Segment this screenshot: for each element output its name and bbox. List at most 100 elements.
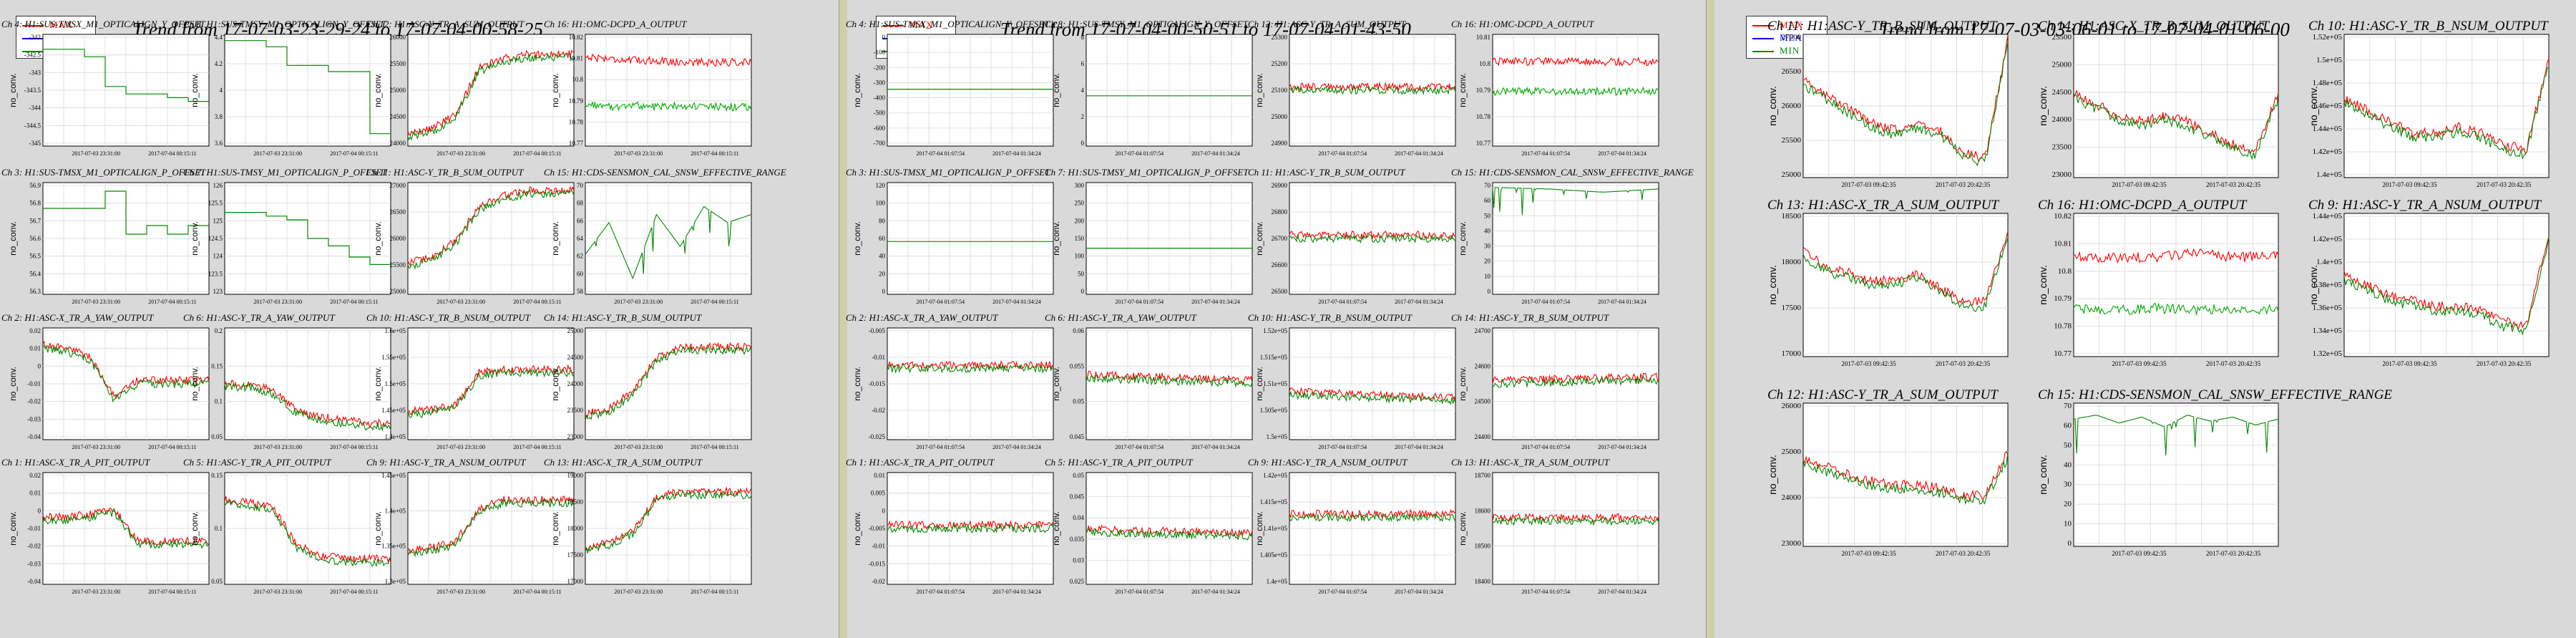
y-tick-label: 1.44e+05 (2313, 125, 2343, 133)
y-tick-label: -342.5 (24, 52, 42, 59)
y-tick-label: 25000 (390, 87, 406, 94)
series-line (1802, 41, 2009, 167)
series-line (43, 190, 209, 235)
series-max-line (224, 496, 391, 564)
series-line (2073, 248, 2279, 264)
x-tick-label: 2017-07-04 01:07:54 (1115, 299, 1163, 305)
chart-title: Ch 3: H1:SUS-TMSX_M1_OPTICALIGN_P_OFFSET (846, 167, 1050, 178)
chart-svg: 10.81 10.8 10.79 10.78 10.77 2017-07-04 01:07… (1458, 34, 1659, 157)
y-axis-label: no_conv. (373, 511, 383, 546)
y-tick-label: -0.02 (27, 543, 41, 550)
trend-chart: Ch 12: H1:ASC-Y_TR_A_SUM_OUTPUT 26000 2500… (1767, 387, 2015, 574)
y-tick-label: 1.36e+05 (2313, 304, 2343, 312)
y-tick-label: 2 (1081, 113, 1085, 120)
trend-chart: Ch 14: H1:ASC-Y_TR_B_SUM_OUTPUT 25000 2450… (544, 312, 758, 467)
y-tick-label: 0 (38, 507, 42, 514)
y-tick-label: -200 (874, 64, 886, 71)
series-line (1289, 512, 1456, 523)
trend-chart: Ch 3: H1:SUS-TMSX_M1_OPTICALIGN_P_OFFSET… (846, 167, 1060, 322)
series-line (224, 382, 391, 432)
trend-chart: Ch 12: H1:ASC-Y_TR_A_SUM_OUTPUT 26000 2550… (366, 19, 581, 173)
x-tick-label: 2017-07-04 00:15:11 (691, 589, 738, 595)
y-tick-label: 1.42e+05 (2313, 148, 2343, 156)
legend-swatch (1752, 25, 1774, 26)
y-tick-label: 100 (1075, 253, 1085, 260)
plot-area (407, 472, 575, 585)
series-line (2073, 93, 2279, 160)
y-tick-label: 26900 (1272, 182, 1288, 189)
chart-title: Ch 14: H1:ASC-Y_TR_B_SUM_OUTPUT (544, 312, 702, 323)
x-tick-label: 2017-07-04 01:34:24 (1191, 150, 1240, 157)
x-tick-label: 2017-07-04 01:34:24 (1395, 299, 1443, 305)
y-tick-label: 1.52e+05 (2313, 33, 2343, 42)
y-tick-label: 25000 (390, 288, 406, 295)
trend-chart: Ch 14: H1:ASC-Y_TR_B_SUM_OUTPUT 24700 2460… (1451, 312, 1666, 467)
x-tick-label: 2017-07-03 09:42:35 (1841, 360, 1896, 367)
y-tick-label: -0.01 (27, 525, 41, 532)
y-tick-label: 70 (1484, 182, 1491, 189)
plot-area (585, 182, 752, 295)
chart-title: Ch 5: H1:ASC-Y_TR_A_PIT_OUTPUT (1045, 457, 1193, 468)
trend-chart: Ch 9: H1:ASC-Y_TR_A_NSUM_OUTPUT 1.42e+05 1… (1248, 457, 1463, 612)
plot-area (42, 34, 210, 147)
y-tick-label: 18500 (1782, 212, 1802, 221)
trend-chart: Ch 5: H1:ASC-Y_TR_A_PIT_OUTPUT 0.15 0.1 0.0… (183, 457, 398, 612)
y-tick-label: 23000 (567, 433, 584, 440)
series-line (1802, 237, 2009, 312)
legend-label: MAX (49, 19, 74, 30)
y-tick-label: 60 (879, 235, 886, 242)
y-tick-label: 56.6 (29, 235, 41, 242)
chart-svg: 1.44e+05 1.42e+05 1.4e+05 1.38e+05 1.36e+05 1… (2308, 212, 2550, 367)
chart-title: Ch 2: H1:ASC-X_TR_A_YAW_OUTPUT (1, 312, 154, 323)
plot-area (1802, 34, 2009, 178)
y-tick-label: 0 (1488, 288, 1491, 295)
y-tick-label: 1.38e+05 (2313, 281, 2343, 289)
plot-area (407, 327, 575, 440)
y-tick-label: 66 (577, 217, 584, 224)
y-tick-label: 1.42e+05 (2313, 235, 2343, 243)
y-tick-label: 0 (2068, 539, 2072, 548)
x-tick-label: 2017-07-04 01:07:54 (1521, 589, 1570, 595)
y-tick-label: 0.025 (1070, 578, 1085, 585)
plot-area (1289, 182, 1456, 295)
chart-title: Ch 1: H1:ASC-X_TR_A_PIT_OUTPUT (846, 457, 995, 468)
chart-svg: 25300 25200 25100 25000 24900 2017-07-04 01:0… (1254, 34, 1456, 157)
y-tick-label: 24000 (2052, 115, 2072, 124)
trend-chart: Ch 14: H1:ASC-X_TR_B_SUM_OUTPUT 25500 2500… (2037, 19, 2285, 205)
y-tick-label: 1.4e+05 (2316, 170, 2342, 179)
x-tick-label: 2017-07-04 01:07:54 (1115, 444, 1163, 450)
y-tick-label: 0.05 (211, 578, 223, 585)
y-tick-label: 0 (882, 507, 886, 514)
series-line (2343, 236, 2550, 336)
y-tick-label: 58 (577, 288, 584, 295)
chart-title: Ch 9: H1:ASC-Y_TR_A_NSUM_OUTPUT (366, 457, 526, 468)
series-line (2073, 303, 2279, 315)
y-tick-label: 23500 (2052, 143, 2072, 152)
y-tick-label: 17000 (567, 578, 584, 585)
y-tick-label: 1.4e+05 (385, 507, 406, 514)
plot-area (1085, 182, 1253, 295)
trend-chart: Ch 6: H1:ASC-Y_TR_A_YAW_OUTPUT 0.2 0.15 0.1… (183, 312, 398, 467)
y-tick-label: -300 (874, 79, 886, 86)
chart-title: Ch 10: H1:ASC-Y_TR_B_NSUM_OUTPUT (1248, 312, 1412, 323)
y-axis-label: no_conv. (373, 367, 383, 401)
series-line (585, 101, 752, 112)
x-tick-label: 2017-07-04 00:15:11 (148, 150, 196, 157)
x-tick-label: 2017-07-03 23:31:00 (253, 299, 302, 305)
y-tick-label: 1.505e+05 (1260, 407, 1288, 414)
x-tick-label: 2017-07-04 01:07:54 (1115, 150, 1163, 157)
y-tick-label: 1.4e+05 (1267, 578, 1288, 585)
x-tick-label: 2017-07-04 00:15:11 (691, 299, 738, 305)
x-tick-label: 2017-07-04 00:15:11 (330, 150, 378, 157)
series-line (42, 508, 210, 549)
plot-area (2073, 402, 2279, 547)
trend-chart: Ch 4: H1:SUS-TMSX_M1_OPTICALIGN_Y_OFFSET… (846, 19, 1060, 173)
y-tick-label: 80 (879, 217, 886, 224)
y-axis-label: no_conv. (1254, 221, 1264, 256)
y-axis-label: no_conv. (2037, 455, 2049, 495)
plot-area (224, 34, 391, 147)
chart-title: Ch 13: H1:ASC-X_TR_A_SUM_OUTPUT (544, 457, 702, 468)
x-tick-label: 2017-07-03 23:31:00 (72, 444, 120, 450)
chart-title: Ch 9: H1:ASC-Y_TR_A_NSUM_OUTPUT (1248, 457, 1407, 468)
y-tick-label: 126 (213, 182, 223, 189)
